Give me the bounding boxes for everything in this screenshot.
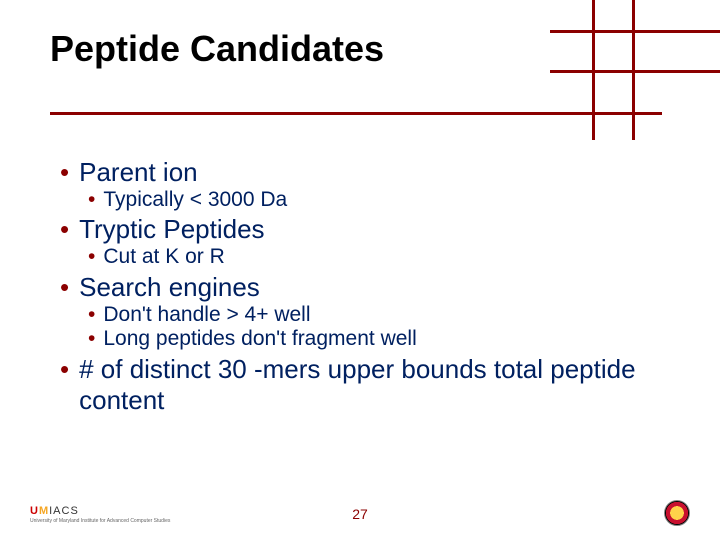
slide-title: Peptide Candidates bbox=[50, 28, 670, 70]
bullet-marker-icon: • bbox=[60, 216, 69, 242]
bullet-level-2: • Don't handle > 4+ well bbox=[88, 303, 660, 328]
bullet-text: Typically < 3000 Da bbox=[103, 188, 287, 213]
bullet-text: Cut at K or R bbox=[103, 245, 224, 270]
bullet-level-1: • Search engines bbox=[60, 272, 660, 303]
bullet-level-1: • Tryptic Peptides bbox=[60, 214, 660, 245]
bullet-text: Don't handle > 4+ well bbox=[103, 303, 310, 328]
bullet-marker-icon: • bbox=[60, 159, 69, 185]
bullet-text: Tryptic Peptides bbox=[79, 214, 264, 245]
bullet-marker-icon: • bbox=[60, 356, 69, 382]
bullet-text: # of distinct 30 -mers upper bounds tota… bbox=[79, 354, 660, 415]
decor-grid-line bbox=[592, 0, 595, 140]
slide: Peptide Candidates • Parent ion • Typica… bbox=[0, 0, 720, 540]
bullet-level-1: • Parent ion bbox=[60, 157, 660, 188]
title-underline bbox=[50, 112, 662, 115]
bullet-text: Long peptides don't fragment well bbox=[103, 327, 416, 352]
decor-grid-line bbox=[550, 30, 720, 33]
bullet-marker-icon: • bbox=[88, 246, 95, 267]
decor-grid-line bbox=[550, 70, 720, 73]
bullet-level-2: • Cut at K or R bbox=[88, 245, 660, 270]
bullet-text: Search engines bbox=[79, 272, 260, 303]
bullet-marker-icon: • bbox=[88, 189, 95, 210]
bullet-marker-icon: • bbox=[88, 328, 95, 349]
decor-grid-line bbox=[632, 0, 635, 140]
bullet-marker-icon: • bbox=[60, 274, 69, 300]
bullet-level-2: • Typically < 3000 Da bbox=[88, 188, 660, 213]
bullet-level-1: • # of distinct 30 -mers upper bounds to… bbox=[60, 354, 660, 415]
bullet-text: Parent ion bbox=[79, 157, 198, 188]
bullet-level-2: • Long peptides don't fragment well bbox=[88, 327, 660, 352]
slide-content: • Parent ion • Typically < 3000 Da • Try… bbox=[60, 155, 660, 415]
bullet-marker-icon: • bbox=[88, 304, 95, 325]
page-number: 27 bbox=[0, 506, 720, 522]
logo-right-seal-icon bbox=[664, 500, 690, 526]
